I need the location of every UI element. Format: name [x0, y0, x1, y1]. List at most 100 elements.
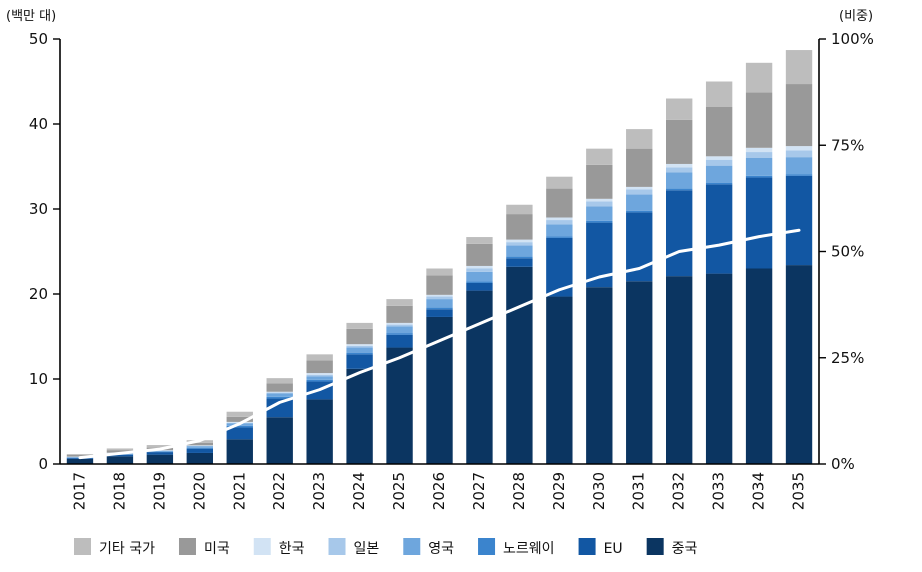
x-tick-label: 2032 — [670, 472, 688, 510]
bar-segment-2018-s7 — [106, 448, 134, 451]
bar-segment-2029-s2 — [546, 236, 573, 238]
x-tick-label: 2027 — [470, 472, 488, 510]
bar-segment-2027-s2 — [466, 281, 493, 283]
bar-segment-2034-s5 — [745, 147, 773, 153]
bar-segment-2031-s4 — [626, 189, 653, 195]
bar-segment-2025-s3 — [386, 326, 413, 334]
bar-segment-2025-s1 — [386, 334, 413, 348]
bar-segment-2030-s7 — [586, 148, 613, 165]
bar-segment-2024-s0 — [346, 368, 373, 464]
legend-label: 중국 — [672, 541, 698, 557]
x-tick-label: 2018 — [110, 472, 128, 510]
bar-segment-2029-s7 — [546, 176, 573, 189]
right-axis-ticks: 0% 25% 50% 75% 100% — [819, 30, 874, 473]
bar-segment-2027-s3 — [466, 271, 493, 282]
bar-segment-2032-s4 — [666, 167, 693, 173]
bar-segment-2028-s3 — [506, 245, 533, 257]
bar-segment-2030-s0 — [586, 287, 613, 464]
bar-segment-2035-s3 — [785, 157, 813, 175]
bars — [66, 50, 813, 464]
legend-swatch-%ED%95%9C%EA%B5%AD — [253, 538, 271, 555]
share-line — [78, 228, 801, 460]
bar-segment-2034-s1 — [745, 177, 773, 269]
bar-segment-2024-s5 — [346, 344, 373, 346]
legend-swatch-EU — [578, 538, 596, 555]
bar-segment-2021-s0 — [226, 439, 253, 464]
bar-segment-2027-s1 — [466, 282, 493, 291]
left-tick-label: 50 — [29, 30, 48, 48]
bar-segment-2021-s7 — [226, 411, 253, 417]
bar-segment-2035-s0 — [785, 265, 813, 464]
bar-segment-2023-s0 — [306, 399, 333, 464]
bar-segment-2024-s2 — [346, 352, 373, 355]
bar-segment-2028-s5 — [506, 239, 533, 243]
right-axis-unit: (비중) — [839, 9, 873, 24]
bar-segment-2033-s0 — [705, 273, 733, 464]
bar-segment-2020-s2 — [186, 447, 213, 449]
bar-segment-2032-s1 — [666, 190, 693, 277]
legend-swatch-%EA%B8%B0%ED%83%80-%EA%B5%AD%EA%B0%80 — [74, 538, 91, 555]
x-tick-label: 2026 — [430, 472, 448, 510]
x-tick-label: 2022 — [270, 472, 288, 510]
x-tick-label: 2030 — [590, 472, 608, 510]
left-axis-unit: (백만 대) — [6, 9, 56, 24]
bar-segment-2026-s5 — [426, 294, 453, 297]
bar-segment-2033-s2 — [705, 182, 733, 185]
share-line-group — [78, 228, 801, 460]
legend-label: EU — [604, 541, 623, 557]
bar-segment-2032-s0 — [666, 276, 693, 464]
legend-swatch-%EC%A4%91%EA%B5%AD — [646, 538, 664, 555]
bar-segment-2026-s2 — [426, 307, 453, 310]
bar-segment-2028-s0 — [506, 266, 533, 464]
bar-segment-2024-s3 — [346, 347, 373, 353]
x-tick-label: 2024 — [350, 472, 368, 510]
bar-segment-2025-s6 — [386, 305, 413, 323]
bar-segment-2035-s1 — [785, 175, 813, 266]
bar-segment-2034-s0 — [745, 268, 773, 464]
bar-segment-2035-s5 — [785, 146, 813, 151]
bar-segment-2029-s3 — [546, 224, 573, 237]
bar-segment-2026-s4 — [426, 296, 453, 300]
legend-label: 노르웨이 — [503, 541, 555, 557]
bar-segment-2030-s6 — [586, 164, 613, 199]
bar-segment-2035-s7 — [785, 50, 813, 85]
bar-segment-2026-s6 — [426, 275, 453, 295]
right-tick-label: 100% — [831, 30, 874, 48]
bar-segment-2029-s4 — [546, 220, 573, 225]
bar-segment-2023-s4 — [306, 374, 333, 377]
bar-segment-2020-s1 — [186, 448, 213, 453]
bar-segment-2033-s5 — [705, 156, 733, 160]
bar-segment-2030-s2 — [586, 220, 613, 223]
x-tick-label: 2033 — [710, 472, 728, 510]
bar-segment-2024-s6 — [346, 328, 373, 345]
bar-segment-2025-s4 — [386, 324, 413, 327]
bar-segment-2024-s4 — [346, 345, 373, 348]
x-tick-label: 2034 — [750, 472, 768, 510]
bar-segment-2021-s2 — [226, 425, 253, 428]
right-tick-label: 0% — [831, 455, 855, 473]
bar-segment-2027-s6 — [466, 243, 493, 266]
bar-segment-2021-s6 — [226, 416, 253, 422]
bar-segment-2023-s5 — [306, 373, 333, 375]
bar-segment-2029-s0 — [546, 296, 573, 464]
bar-segment-2033-s3 — [705, 165, 733, 183]
left-tick-label: 20 — [29, 285, 48, 303]
bar-segment-2033-s4 — [705, 159, 733, 166]
bar-segment-2031-s2 — [626, 210, 653, 213]
left-tick-label: 10 — [29, 370, 48, 388]
left-tick-label: 30 — [29, 200, 48, 218]
x-tick-label: 2025 — [390, 472, 408, 510]
legend-swatch-%EB%85%B8%EB%A5%B4%EC%9B%A8%EC%9D%B4 — [478, 538, 496, 555]
bar-segment-2032-s2 — [666, 188, 693, 191]
bar-segment-2022-s0 — [266, 417, 293, 464]
bar-segment-2018-s1 — [106, 454, 134, 457]
bar-segment-2022-s4 — [266, 392, 293, 394]
bar-segment-2029-s6 — [546, 188, 573, 218]
x-tick-label: 2021 — [230, 472, 248, 510]
bar-segment-2025-s0 — [386, 347, 413, 464]
bar-segment-2035-s4 — [785, 150, 813, 158]
bar-segment-2028-s6 — [506, 214, 533, 240]
bar-segment-2035-s6 — [785, 84, 813, 147]
legend-swatch-%EC%98%81%EA%B5%AD — [403, 538, 421, 555]
